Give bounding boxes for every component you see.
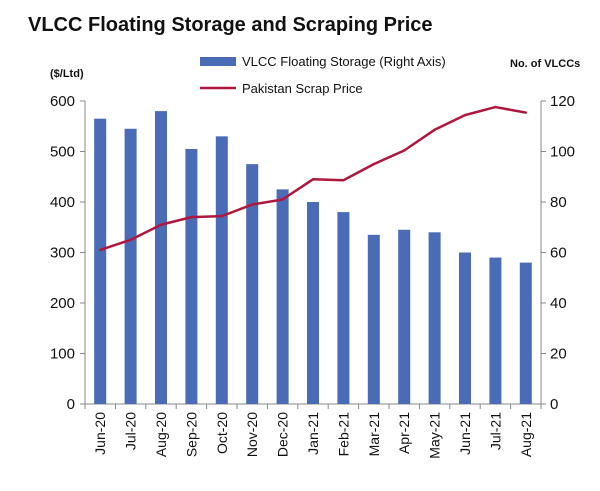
x-tick-label: Aug-20 bbox=[153, 412, 169, 457]
line-point bbox=[463, 113, 467, 117]
x-tick-label: Oct-20 bbox=[214, 412, 230, 454]
line-point bbox=[433, 128, 436, 131]
line-point bbox=[311, 178, 315, 181]
x-tick-label: Mar-21 bbox=[366, 412, 382, 457]
bar bbox=[185, 148, 198, 404]
bar bbox=[94, 118, 107, 405]
x-tick-label: Dec-20 bbox=[275, 412, 291, 457]
bar bbox=[489, 257, 502, 404]
right-tick-label: 0 bbox=[550, 396, 558, 413]
legend-swatch-bar bbox=[200, 57, 236, 66]
line-point bbox=[372, 162, 375, 166]
left-tick-label: 400 bbox=[50, 194, 75, 211]
bar bbox=[246, 164, 259, 404]
bar bbox=[215, 136, 228, 404]
line-point bbox=[524, 111, 527, 114]
right-tick-label: 80 bbox=[550, 194, 567, 211]
line-point bbox=[403, 149, 406, 152]
line-point bbox=[190, 215, 193, 219]
legend: VLCC Floating Storage (Right Axis) Pakist… bbox=[200, 54, 446, 96]
bar bbox=[519, 262, 532, 404]
line-point bbox=[342, 179, 345, 182]
line-series bbox=[99, 105, 527, 252]
x-tick-label: Jun-20 bbox=[92, 412, 108, 455]
right-tick-label: 20 bbox=[550, 346, 567, 363]
chart-title: VLCC Floating Storage and Scraping Price bbox=[28, 14, 433, 36]
bar bbox=[428, 232, 441, 404]
left-tick-label: 600 bbox=[50, 93, 75, 110]
line-point bbox=[251, 203, 254, 206]
bar bbox=[124, 128, 137, 404]
left-tick-label: 500 bbox=[50, 144, 75, 161]
x-tick-label: Apr-21 bbox=[396, 412, 412, 454]
bar bbox=[276, 189, 289, 404]
x-tick-label: Sep-20 bbox=[183, 412, 199, 457]
right-tick-label: 40 bbox=[550, 295, 567, 312]
bar bbox=[367, 234, 380, 404]
x-tick-label: Jul-20 bbox=[123, 412, 139, 450]
left-axis-unit: ($/Ltd) bbox=[50, 68, 84, 80]
x-tick-label: Jan-21 bbox=[305, 412, 321, 455]
bar bbox=[307, 202, 319, 404]
left-tick-label: 100 bbox=[50, 346, 75, 363]
left-tick-label: 0 bbox=[67, 396, 75, 413]
right-axis-unit: No. of VLCCs bbox=[510, 58, 580, 70]
bar bbox=[337, 212, 350, 404]
bar bbox=[459, 252, 471, 404]
line-point bbox=[220, 214, 223, 218]
right-tick-label: 60 bbox=[550, 245, 567, 262]
x-tick-label: Aug-21 bbox=[518, 412, 534, 457]
line-point bbox=[281, 198, 284, 201]
left-tick-label: 300 bbox=[50, 245, 75, 262]
tick-labels: 0 100 200 300 400 500 600 0 20 40 60 80 100 120 Jun-20… bbox=[50, 93, 575, 459]
right-tick-label: 100 bbox=[550, 144, 575, 161]
right-tick-label: 120 bbox=[550, 93, 575, 110]
x-tick-label: Jun-21 bbox=[457, 412, 473, 455]
x-tick-label: Feb-21 bbox=[335, 412, 351, 457]
line-point bbox=[129, 238, 132, 242]
x-tick-label: May-21 bbox=[427, 412, 443, 459]
x-tick-label: Jul-21 bbox=[487, 412, 503, 450]
bar bbox=[155, 111, 167, 404]
left-tick-label: 200 bbox=[50, 295, 75, 312]
x-tick-label: Nov-20 bbox=[244, 412, 260, 457]
bar-series bbox=[94, 111, 532, 405]
legend-label-bar: VLCC Floating Storage (Right Axis) bbox=[242, 54, 446, 69]
line-point bbox=[494, 105, 497, 109]
line-point bbox=[159, 223, 163, 226]
bar bbox=[398, 229, 411, 404]
legend-label-line: Pakistan Scrap Price bbox=[242, 81, 363, 96]
line-point bbox=[99, 248, 102, 252]
